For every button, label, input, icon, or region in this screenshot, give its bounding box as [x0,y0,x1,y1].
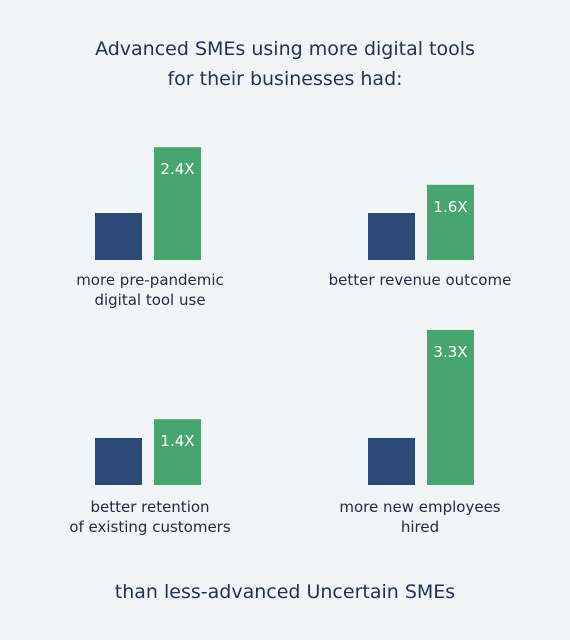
bar-data-label: 3.3X [433,343,467,361]
caption-line: of existing customers [69,518,231,536]
chart-panel-customer-retention: 1.4X [95,419,201,485]
title-line-1: Advanced SMEs using more digital tools [95,38,475,60]
caption-new-employees: more new employees hired [300,497,540,537]
bar-baseline [368,213,415,260]
caption-line: better revenue outcome [328,271,512,289]
bar-baseline [368,438,415,485]
bar-baseline [95,213,142,260]
chart-panel-new-employees: 3.3X [368,329,474,485]
caption-digital-tool-use: more pre-pandemic digital tool use [30,270,270,310]
bar-data-label: 1.4X [160,432,194,450]
caption-line: better retention [90,498,210,516]
bar-data-label: 2.4X [160,160,194,178]
bar-advanced [427,329,474,485]
caption-line: digital tool use [94,291,206,309]
caption-line: more pre-pandemic [76,271,224,289]
title-line-2: for their businesses had: [167,68,403,90]
caption-customer-retention: better retention of existing customers [30,497,270,537]
bar-advanced [154,147,201,260]
bar-data-label: 1.6X [433,198,467,216]
chart-title: Advanced SMEs using more digital tools f… [0,34,570,94]
chart-panel-revenue-outcome: 1.6X [368,184,474,260]
caption-line: hired [400,518,440,536]
caption-line: more new employees [339,498,501,516]
bar-advanced [427,184,474,260]
caption-revenue-outcome: better revenue outcome [300,270,540,290]
bar-baseline [95,438,142,485]
chart-panel-digital-tool-use: 2.4X [95,147,201,260]
bar-advanced [154,419,201,485]
chart-footer: than less-advanced Uncertain SMEs [114,581,456,603]
